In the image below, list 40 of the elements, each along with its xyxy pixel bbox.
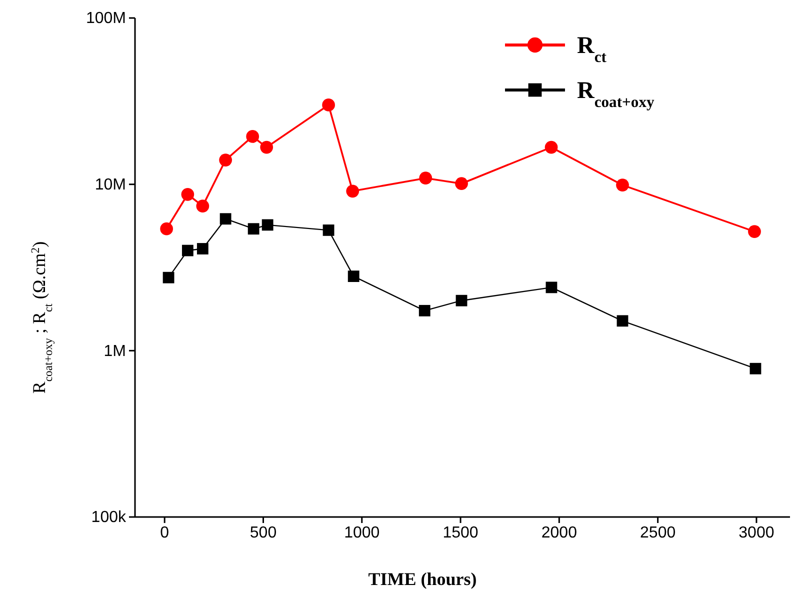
point <box>162 272 174 284</box>
point <box>419 172 432 185</box>
y-tick-label: 100k <box>91 509 127 526</box>
point <box>348 270 360 282</box>
point <box>196 200 210 213</box>
x-tick-label: 500 <box>250 524 277 542</box>
x-tick-label: 2500 <box>640 524 676 542</box>
y-tick-label: 10M <box>94 176 126 194</box>
x-tick-label: 1500 <box>442 524 478 542</box>
point <box>260 140 274 154</box>
point <box>456 294 468 306</box>
x-tick-label: 3000 <box>738 524 774 542</box>
point <box>750 362 762 374</box>
point <box>181 188 194 201</box>
legend-label: R$_{ct}$ <box>577 33 608 66</box>
point <box>748 225 761 238</box>
point <box>262 219 274 231</box>
point <box>219 154 232 166</box>
point <box>544 140 558 154</box>
point <box>248 223 260 235</box>
point <box>616 315 628 327</box>
x-tick-label: 0 <box>160 524 170 542</box>
point <box>546 282 558 294</box>
point <box>455 177 468 190</box>
x-tick-label: 2000 <box>541 524 578 542</box>
y-tick-label: 1M <box>104 342 126 360</box>
y-tick-label: 100M <box>86 10 126 28</box>
point <box>616 178 629 192</box>
x-axis-title: TIME (hours) <box>368 569 477 589</box>
point <box>322 224 334 236</box>
point <box>220 213 232 225</box>
point <box>160 222 173 236</box>
point <box>346 184 360 198</box>
point <box>322 98 335 112</box>
point <box>418 304 430 316</box>
point <box>182 244 194 256</box>
point <box>196 243 208 254</box>
point <box>246 130 260 143</box>
legend-label: R$_{coat+oxy}$ <box>577 78 655 110</box>
x-tick-label: 1000 <box>344 524 380 542</box>
